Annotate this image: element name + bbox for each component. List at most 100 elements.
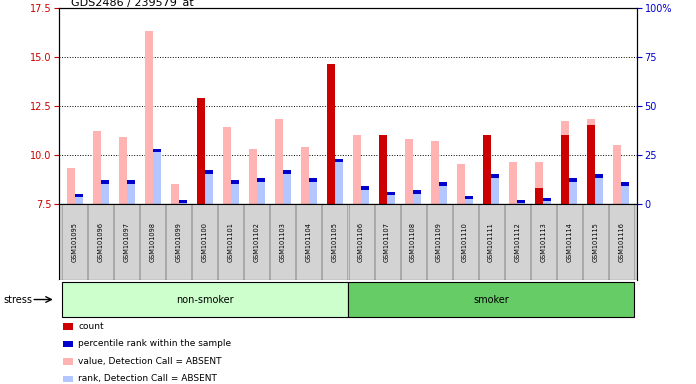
Bar [335, 161, 343, 204]
Bar [127, 182, 134, 204]
Text: GSM101106: GSM101106 [358, 222, 364, 262]
Bar [322, 204, 347, 280]
Bar [569, 178, 577, 182]
Bar [219, 204, 244, 280]
Text: GSM101099: GSM101099 [176, 222, 182, 262]
Bar [88, 204, 113, 280]
Bar [257, 178, 264, 182]
Text: value, Detection Call = ABSENT: value, Detection Call = ABSENT [78, 357, 222, 366]
Bar [309, 178, 317, 182]
Bar [543, 200, 551, 204]
Bar [62, 282, 348, 317]
Bar [530, 204, 555, 280]
Bar [205, 170, 213, 204]
Bar [171, 184, 179, 204]
Bar [613, 145, 622, 204]
Text: percentile rank within the sample: percentile rank within the sample [78, 339, 231, 348]
Bar [439, 182, 447, 186]
Bar [197, 98, 205, 204]
Text: GDS2486 / 239579_at: GDS2486 / 239579_at [71, 0, 193, 8]
Text: GSM101115: GSM101115 [592, 222, 598, 262]
Bar [63, 358, 73, 365]
Bar [505, 204, 530, 280]
Bar [457, 164, 465, 204]
Bar [296, 204, 322, 280]
Bar [283, 172, 291, 204]
Bar [587, 125, 595, 204]
Bar [67, 168, 74, 204]
Text: GSM101102: GSM101102 [254, 222, 260, 262]
Bar [63, 341, 73, 347]
Bar [62, 204, 87, 280]
Bar [517, 202, 525, 204]
Bar [166, 204, 191, 280]
Bar [231, 182, 239, 204]
Bar [223, 127, 231, 204]
Bar [479, 204, 504, 280]
Bar [327, 161, 335, 204]
Bar [535, 162, 543, 204]
Bar [405, 139, 413, 204]
Bar [622, 182, 629, 186]
Bar [517, 200, 525, 203]
Bar [491, 176, 499, 204]
Text: GSM101111: GSM101111 [488, 222, 494, 262]
Bar [595, 174, 603, 178]
Bar [348, 282, 634, 317]
Bar [327, 65, 335, 204]
Bar [622, 184, 629, 204]
Bar [309, 180, 317, 204]
Bar [145, 31, 153, 204]
Bar [465, 198, 473, 204]
Text: GSM101112: GSM101112 [514, 222, 520, 262]
Bar [63, 323, 73, 330]
Bar [153, 151, 161, 204]
Bar [244, 204, 269, 280]
Bar [192, 204, 217, 280]
Bar [271, 204, 295, 280]
Bar [119, 137, 127, 204]
Bar [413, 192, 421, 204]
Bar [535, 188, 543, 204]
Bar [335, 159, 343, 162]
Text: GSM101105: GSM101105 [332, 222, 338, 262]
Text: GSM101100: GSM101100 [202, 222, 208, 262]
Bar [141, 204, 166, 280]
Bar [387, 192, 395, 195]
Text: GSM101098: GSM101098 [150, 222, 156, 262]
Text: GSM101114: GSM101114 [566, 222, 572, 262]
Bar [483, 135, 491, 204]
Bar [491, 174, 499, 178]
Bar [301, 147, 309, 204]
Text: stress: stress [3, 295, 33, 305]
Bar [609, 204, 634, 280]
Bar [249, 149, 257, 204]
Bar [361, 188, 369, 204]
Bar [387, 194, 395, 204]
Bar [543, 198, 551, 201]
Bar [483, 135, 491, 204]
Bar [74, 194, 83, 197]
Text: GSM101109: GSM101109 [436, 222, 442, 262]
Bar [413, 190, 421, 194]
Bar [275, 119, 283, 204]
Bar [93, 131, 101, 204]
Bar [379, 139, 387, 204]
Bar [595, 178, 603, 204]
Bar [179, 202, 187, 204]
Text: GSM101113: GSM101113 [540, 222, 546, 262]
Text: GSM101101: GSM101101 [228, 222, 234, 262]
Bar [231, 180, 239, 184]
Bar [439, 184, 447, 204]
Bar [557, 204, 582, 280]
Bar [583, 204, 608, 280]
Bar [349, 204, 374, 280]
Bar [562, 121, 569, 204]
Bar [374, 204, 400, 280]
Bar [127, 180, 134, 184]
Text: rank, Detection Call = ABSENT: rank, Detection Call = ABSENT [78, 374, 217, 383]
Bar [569, 180, 577, 204]
Text: GSM101104: GSM101104 [306, 222, 312, 262]
Text: GSM101097: GSM101097 [124, 222, 130, 262]
Text: GSM101110: GSM101110 [462, 222, 468, 262]
